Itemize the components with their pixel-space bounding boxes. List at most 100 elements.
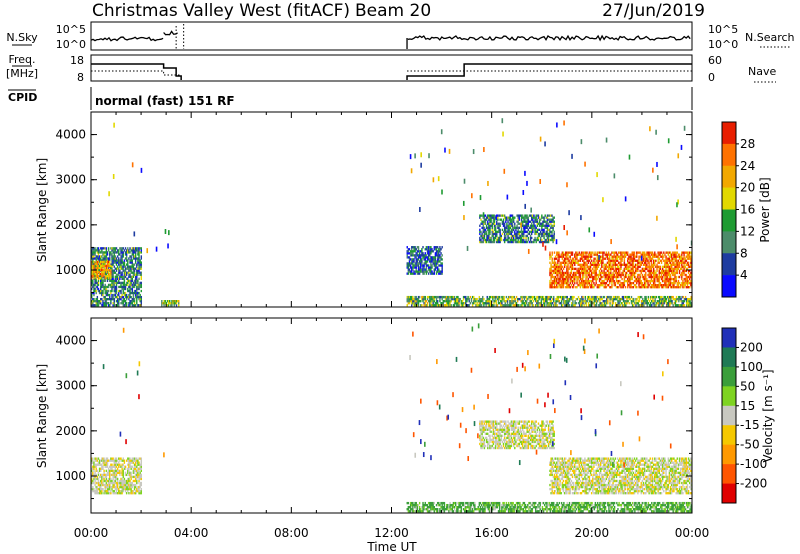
heatmap-cell [669, 300, 671, 303]
heatmap-cell [413, 260, 415, 263]
heatmap-cell [654, 271, 656, 275]
heatmap-cell [107, 304, 110, 307]
heatmap-cell [661, 257, 664, 260]
heatmap-cell [651, 265, 654, 269]
heatmap-cell [651, 275, 654, 279]
heatmap-cell [121, 277, 123, 280]
heatmap-cell [96, 260, 99, 264]
heatmap-cell [574, 253, 576, 256]
heatmap-cell [94, 279, 96, 283]
heatmap-cell [634, 267, 637, 271]
heatmap-cell [100, 302, 102, 305]
heatmap-cell [654, 275, 656, 279]
heatmap-cell [92, 285, 94, 289]
heatmap-cell [594, 275, 596, 279]
heatmap-cell [518, 240, 521, 244]
heatmap-cell [113, 269, 115, 272]
heatmap-cell [669, 286, 672, 289]
heatmap-cell [487, 234, 489, 238]
heatmap-cell [658, 257, 660, 260]
heatmap-cell [523, 295, 526, 299]
heatmap-cell [661, 265, 664, 269]
heatmap-cell [553, 224, 555, 227]
heatmap-cell [101, 251, 103, 254]
heatmap-cell [93, 293, 95, 297]
heatmap-cell [490, 220, 492, 223]
heatmap-cell [602, 251, 604, 254]
heatmap-cell [534, 300, 537, 303]
heatmap-cell [105, 477, 108, 481]
heatmap-cell [140, 273, 143, 276]
heatmap-cell [92, 255, 94, 258]
heatmap-cell [98, 259, 101, 262]
heatmap-cell [660, 269, 663, 273]
heatmap-cell [120, 295, 122, 299]
heatmap-cell [541, 295, 544, 299]
heatmap-cell [554, 286, 557, 289]
heatmap-cell [429, 258, 431, 261]
n-sky-trace [90, 24, 691, 49]
heatmap-cell [423, 264, 425, 267]
heatmap-cell [538, 228, 541, 232]
heatmap-cell [524, 214, 526, 217]
heatmap-cell [91, 266, 93, 270]
heatmap-cell [634, 283, 637, 287]
heatmap-cell [112, 302, 114, 305]
heatmap-cell [621, 277, 623, 281]
heatmap-cell [138, 259, 140, 262]
heatmap-cell [599, 302, 601, 305]
heatmap-cell [661, 271, 664, 275]
heatmap-cell [93, 270, 95, 274]
heatmap-cell [127, 281, 129, 285]
date-label: 27/Jun/2019 [602, 1, 705, 21]
heatmap-cell [447, 304, 449, 307]
heatmap-cell [534, 228, 536, 232]
heatmap-cell [666, 261, 668, 264]
heatmap-cell [653, 295, 655, 299]
heatmap-cell [580, 297, 582, 301]
heatmap-cell [642, 253, 645, 256]
heatmap-cell [521, 224, 524, 227]
heatmap-cell [531, 304, 534, 307]
heatmap-cell [656, 302, 659, 305]
heatmap-cell [553, 261, 556, 264]
heatmap-cell [429, 304, 431, 307]
heatmap-cell [133, 297, 136, 301]
heatmap-cell [596, 283, 599, 287]
heatmap-cell [138, 249, 140, 252]
heatmap-cell [445, 300, 448, 303]
heatmap-cell [604, 273, 606, 277]
heatmap-cell [481, 232, 483, 236]
heatmap-cell [424, 268, 426, 271]
heatmap-cell [524, 220, 526, 223]
heatmap-cell [637, 275, 639, 279]
heatmap-cell [545, 295, 547, 299]
heatmap-cell [588, 283, 591, 287]
heatmap-cell [439, 272, 441, 275]
heatmap-cell [675, 263, 677, 266]
heatmap-cell [529, 302, 531, 305]
heatmap-cell [649, 255, 651, 258]
heatmap-cell [649, 297, 652, 301]
heatmap-cell [658, 273, 660, 277]
heatmap-cell [638, 300, 641, 303]
heatmap-cell [613, 251, 615, 254]
heatmap-cell [434, 256, 437, 259]
heatmap-cell [602, 275, 604, 279]
heatmap-cell [123, 291, 126, 295]
heatmap-cell [171, 300, 173, 303]
heatmap-cell [655, 302, 657, 305]
heatmap-cell [631, 286, 633, 289]
heatmap-cell [647, 259, 649, 262]
heatmap-cell [632, 286, 635, 289]
heatmap-cell [431, 297, 433, 301]
heatmap-cell [586, 300, 589, 303]
heatmap-cell [530, 300, 532, 303]
heatmap-cell [104, 475, 106, 479]
heatmap-cell [502, 224, 505, 227]
heatmap-cell [530, 228, 533, 232]
heatmap-cell [139, 297, 141, 301]
heatmap-cell [134, 259, 137, 262]
heatmap-cell [98, 249, 101, 252]
heatmap-cell [595, 300, 598, 303]
